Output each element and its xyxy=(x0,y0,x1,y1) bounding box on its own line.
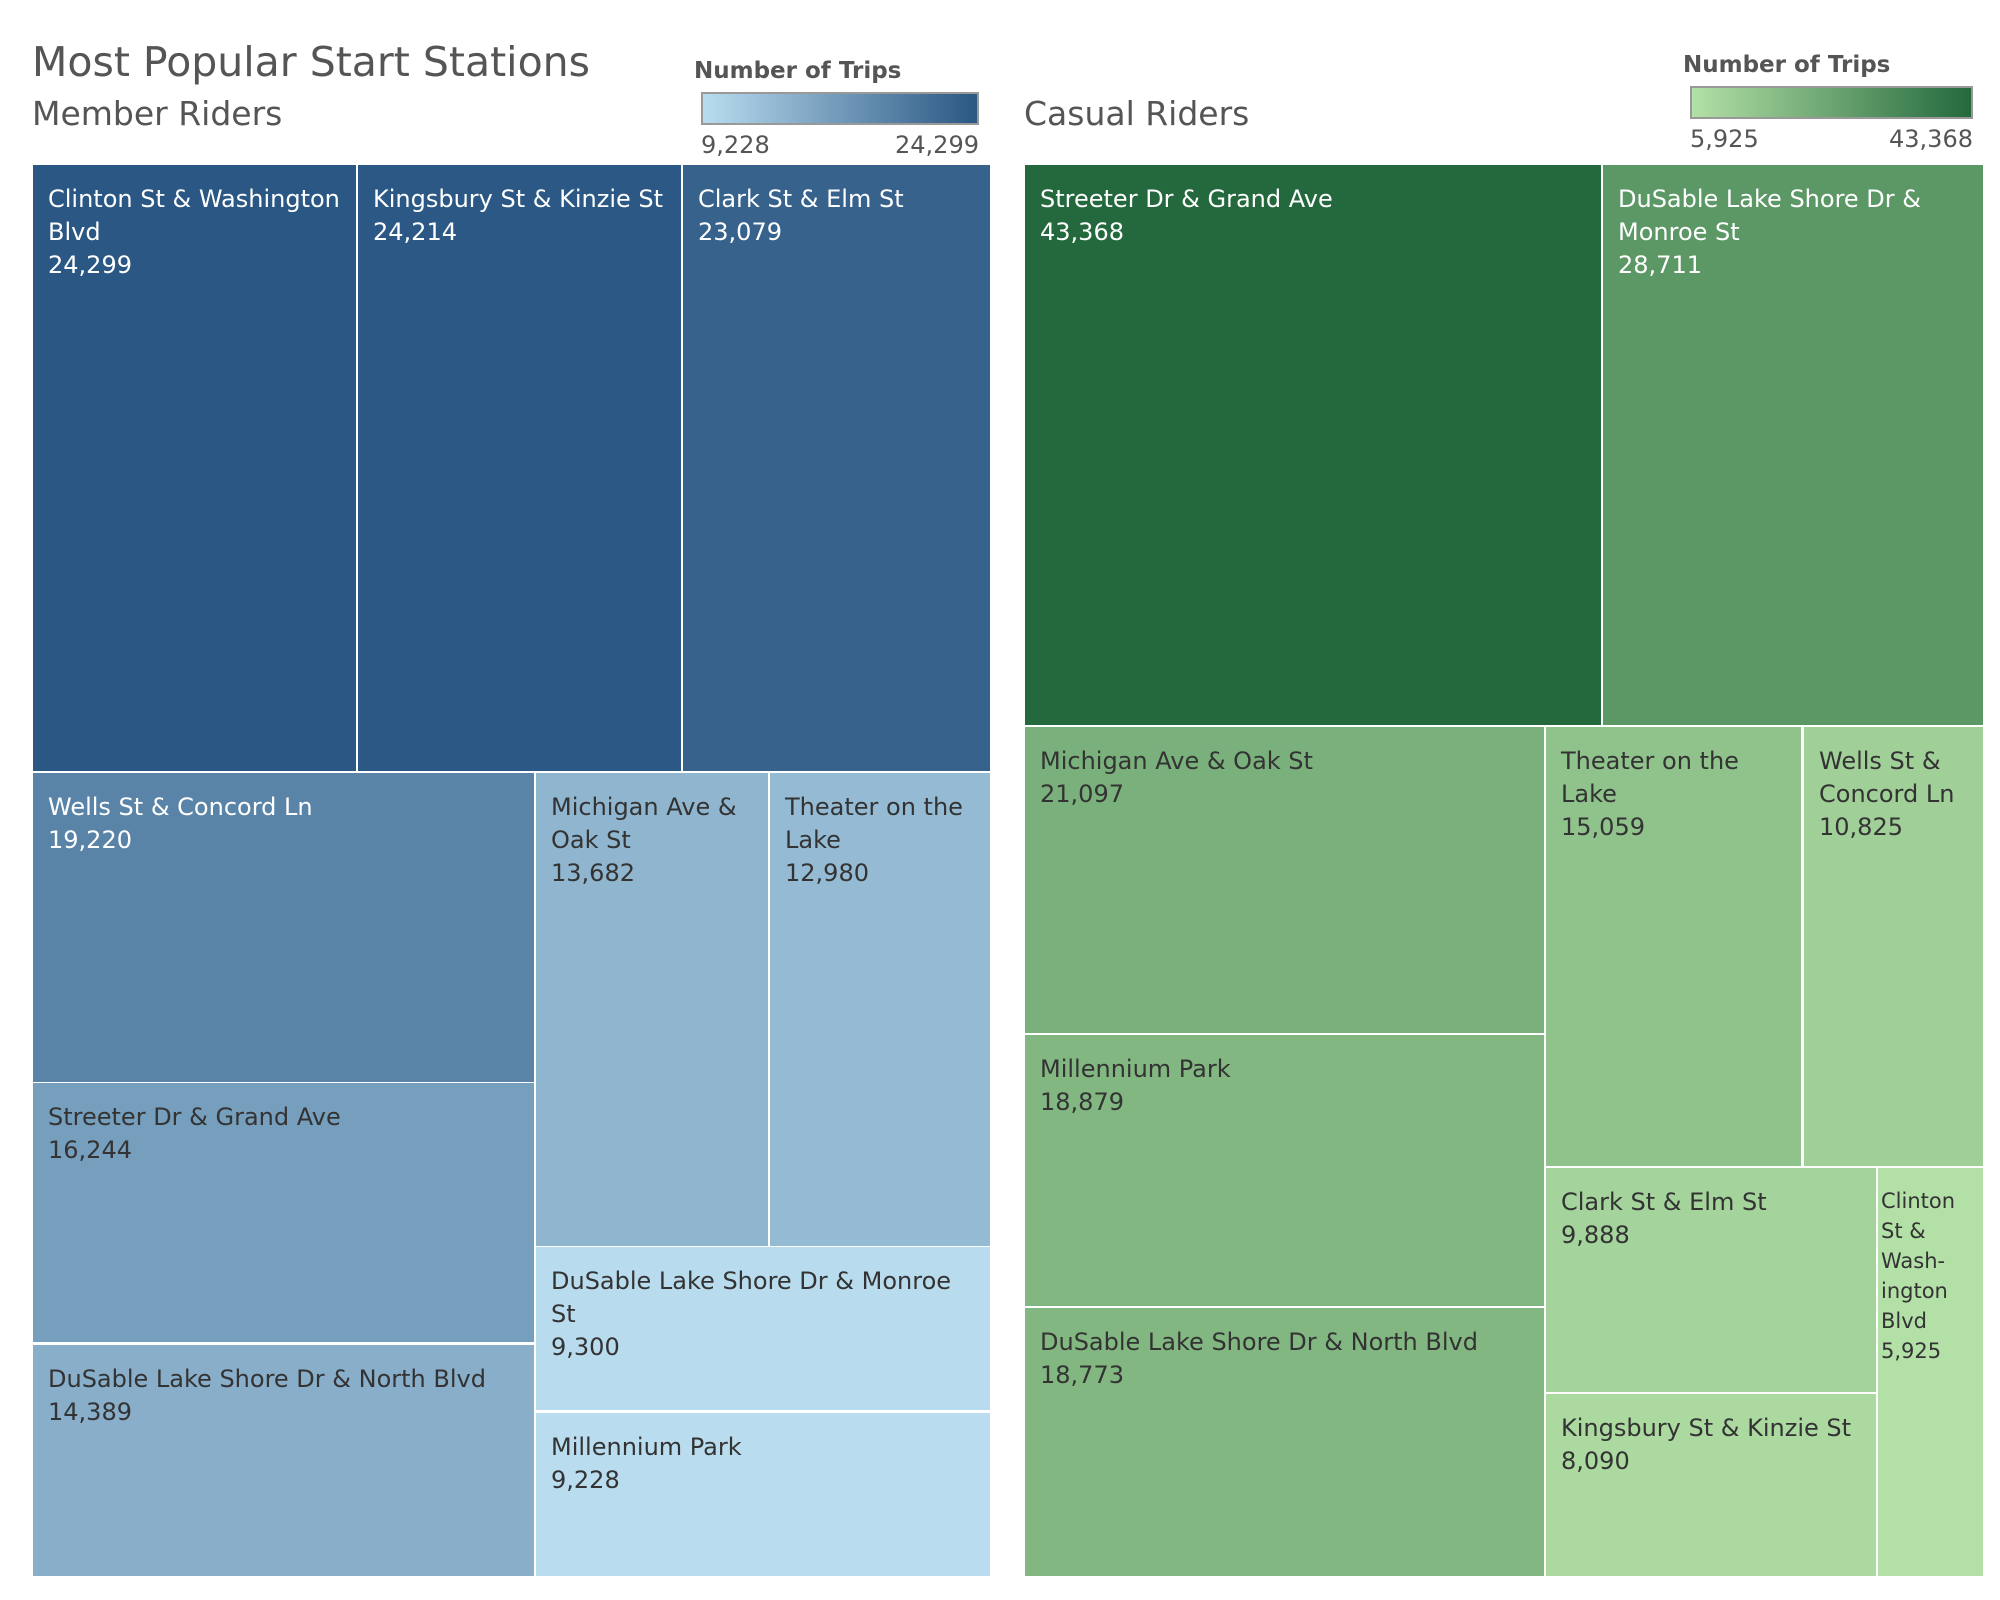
casual-legend-min: 5,925 xyxy=(1690,125,1759,153)
tile-name-line: St & xyxy=(1881,1219,1926,1243)
tile-name: Michigan Ave & Oak St xyxy=(1040,747,1313,775)
tile-value: 18,879 xyxy=(1040,1088,1124,1116)
tile-value: 5,925 xyxy=(1881,1339,1942,1363)
tile-streeter-dr-and-grand-ave[interactable]: Streeter Dr & Grand Ave 16,244 xyxy=(32,1082,535,1343)
member-legend-max: 24,299 xyxy=(895,131,979,159)
tile-millennium-park[interactable]: Millennium Park 9,228 xyxy=(535,1412,991,1577)
tile-name: Kingsbury St & Kinzie St xyxy=(1561,1414,1852,1442)
tile-name: Streeter Dr & Grand Ave xyxy=(48,1103,341,1131)
tile-theater-on-the-lake[interactable]: Theater on the Lake 12,980 xyxy=(769,772,991,1247)
tile-name: Theater on the Lake xyxy=(785,793,963,854)
tile-value: 9,888 xyxy=(1561,1221,1630,1249)
tile-value: 9,300 xyxy=(551,1333,620,1361)
tile-value: 43,368 xyxy=(1040,218,1124,246)
tile-name: Clinton St & Washington Blvd xyxy=(48,185,340,246)
tile-value: 24,214 xyxy=(373,218,457,246)
tile-value: 13,682 xyxy=(551,859,635,887)
member-subtitle: Member Riders xyxy=(32,94,283,133)
tile-value: 28,711 xyxy=(1618,251,1702,279)
tile-millennium-park[interactable]: Millennium Park 18,879 xyxy=(1024,1034,1545,1307)
tile-name-line: Blvd xyxy=(1881,1309,1927,1333)
tile-michigan-ave-and-oak-st[interactable]: Michigan Ave & Oak St 21,097 xyxy=(1024,726,1545,1034)
tile-value: 8,090 xyxy=(1561,1447,1630,1475)
tile-dusable-lake-shore-dr-and-north-blvd[interactable]: DuSable Lake Shore Dr & North Blvd 14,389 xyxy=(32,1344,535,1577)
tile-clark-st-and-elm-st[interactable]: Clark St & Elm St 9,888 xyxy=(1545,1167,1877,1393)
casual-treemap: Streeter Dr & Grand Ave 43,368 DuSable Lak… xyxy=(1024,164,1984,1577)
tile-name: DuSable Lake Shore Dr & North Blvd xyxy=(1040,1328,1478,1356)
tile-name: Wells St & Concord Ln xyxy=(48,793,313,821)
tile-name: DuSable Lake Shore Dr & North Blvd xyxy=(48,1365,486,1393)
tile-value: 10,825 xyxy=(1819,813,1903,841)
tile-name: Millennium Park xyxy=(1040,1055,1231,1083)
tile-clinton-st-and-washington-blvd[interactable]: Clinton St & Washington Blvd 24,299 xyxy=(32,164,357,772)
tile-value: 12,980 xyxy=(785,859,869,887)
tile-label: Theater on the Lake 12,980 xyxy=(785,791,982,890)
tile-name-line: ington xyxy=(1881,1279,1948,1303)
tile-dusable-lake-shore-dr-and-north-blvd[interactable]: DuSable Lake Shore Dr & North Blvd 18,773 xyxy=(1024,1307,1545,1577)
tile-label: Wells St & Concord Ln 19,220 xyxy=(48,791,526,857)
tile-theater-on-the-lake[interactable]: Theater on the Lake 15,059 xyxy=(1545,726,1802,1167)
tile-label: DuSable Lake Shore Dr & Monroe St 9,300 xyxy=(551,1265,982,1364)
casual-legend-title: Number of Trips xyxy=(1683,52,1891,78)
tile-label: Michigan Ave & Oak St 13,682 xyxy=(551,791,760,890)
tile-name: DuSable Lake Shore Dr & Monroe St xyxy=(551,1267,952,1328)
tile-streeter-dr-and-grand-ave[interactable]: Streeter Dr & Grand Ave 43,368 xyxy=(1024,164,1602,726)
member-legend-title: Number of Trips xyxy=(694,58,902,84)
tile-label: Kingsbury St & Kinzie St 24,214 xyxy=(373,183,673,249)
casual-legend-max: 43,368 xyxy=(1889,125,1973,153)
tile-name: Clark St & Elm St xyxy=(698,185,904,213)
member-legend-min: 9,228 xyxy=(701,131,770,159)
tile-label: Michigan Ave & Oak St 21,097 xyxy=(1040,745,1536,811)
tile-name: Michigan Ave & Oak St xyxy=(551,793,737,854)
tile-label: DuSable Lake Shore Dr & North Blvd 14,389 xyxy=(48,1363,526,1429)
tile-wells-st-and-concord-ln[interactable]: Wells St & Concord Ln 10,825 xyxy=(1803,726,1984,1167)
tile-value: 14,389 xyxy=(48,1398,132,1426)
tile-label: Millennium Park 18,879 xyxy=(1040,1053,1536,1119)
tile-value: 19,220 xyxy=(48,826,132,854)
tile-value: 9,228 xyxy=(551,1466,620,1494)
tile-kingsbury-st-and-kinzie-st[interactable]: Kingsbury St & Kinzie St 24,214 xyxy=(357,164,682,772)
tile-label: Wells St & Concord Ln 10,825 xyxy=(1819,745,1975,844)
tile-label: Streeter Dr & Grand Ave 43,368 xyxy=(1040,183,1593,249)
tile-label: Clark St & Elm St 9,888 xyxy=(1561,1186,1868,1252)
casual-subtitle: Casual Riders xyxy=(1024,94,1250,133)
tile-name: Wells St & Concord Ln xyxy=(1819,747,1955,808)
tile-name-line: Wash- xyxy=(1881,1249,1946,1273)
tile-name: Kingsbury St & Kinzie St xyxy=(373,185,664,213)
member-legend-gradient xyxy=(701,92,979,125)
page-title: Most Popular Start Stations xyxy=(32,38,591,86)
tile-dusable-lake-shore-dr-and-monroe-st[interactable]: DuSable Lake Shore Dr & Monroe St 9,300 xyxy=(535,1246,991,1411)
tile-label: Streeter Dr & Grand Ave 16,244 xyxy=(48,1101,526,1167)
tile-name-line: Clinton xyxy=(1881,1189,1956,1213)
tile-label: DuSable Lake Shore Dr & North Blvd 18,773 xyxy=(1040,1326,1536,1392)
tile-clark-st-and-elm-st[interactable]: Clark St & Elm St 23,079 xyxy=(682,164,991,772)
tile-name: DuSable Lake Shore Dr & Monroe St xyxy=(1618,185,1921,246)
tile-name: Streeter Dr & Grand Ave xyxy=(1040,185,1333,213)
tile-value: 15,059 xyxy=(1561,813,1645,841)
tile-label: Kingsbury St & Kinzie St 8,090 xyxy=(1561,1412,1868,1478)
tile-value: 16,244 xyxy=(48,1136,132,1164)
tile-name: Theater on the Lake xyxy=(1561,747,1739,808)
tile-label: Clark St & Elm St 23,079 xyxy=(698,183,982,249)
tile-dusable-lake-shore-dr-and-monroe-st[interactable]: DuSable Lake Shore Dr & Monroe St 28,711 xyxy=(1602,164,1984,726)
tile-value: 23,079 xyxy=(698,218,782,246)
member-treemap: Clinton St & Washington Blvd 24,299 Kingsb… xyxy=(32,164,991,1577)
tile-clinton-st-and-washington-blvd[interactable]: Clinton St & Wash-ington Blvd 5,925 xyxy=(1877,1167,1984,1577)
tile-name: Millennium Park xyxy=(551,1433,742,1461)
tile-label: Theater on the Lake 15,059 xyxy=(1561,745,1793,844)
tile-name: Clark St & Elm St xyxy=(1561,1188,1767,1216)
tile-kingsbury-st-and-kinzie-st[interactable]: Kingsbury St & Kinzie St 8,090 xyxy=(1545,1393,1877,1577)
tile-wells-st-and-concord-ln[interactable]: Wells St & Concord Ln 19,220 xyxy=(32,772,535,1083)
tile-label: Clinton St & Washington Blvd 24,299 xyxy=(48,183,348,282)
tile-label: DuSable Lake Shore Dr & Monroe St 28,711 xyxy=(1618,183,1975,282)
tile-label: Clinton St & Wash-ington Blvd 5,925 xyxy=(1881,1186,1975,1366)
casual-legend-gradient xyxy=(1690,86,1973,119)
tile-value: 18,773 xyxy=(1040,1361,1124,1389)
tile-value: 24,299 xyxy=(48,251,132,279)
tile-label: Millennium Park 9,228 xyxy=(551,1431,982,1497)
tile-michigan-ave-and-oak-st[interactable]: Michigan Ave & Oak St 13,682 xyxy=(535,772,769,1247)
tile-value: 21,097 xyxy=(1040,780,1124,808)
